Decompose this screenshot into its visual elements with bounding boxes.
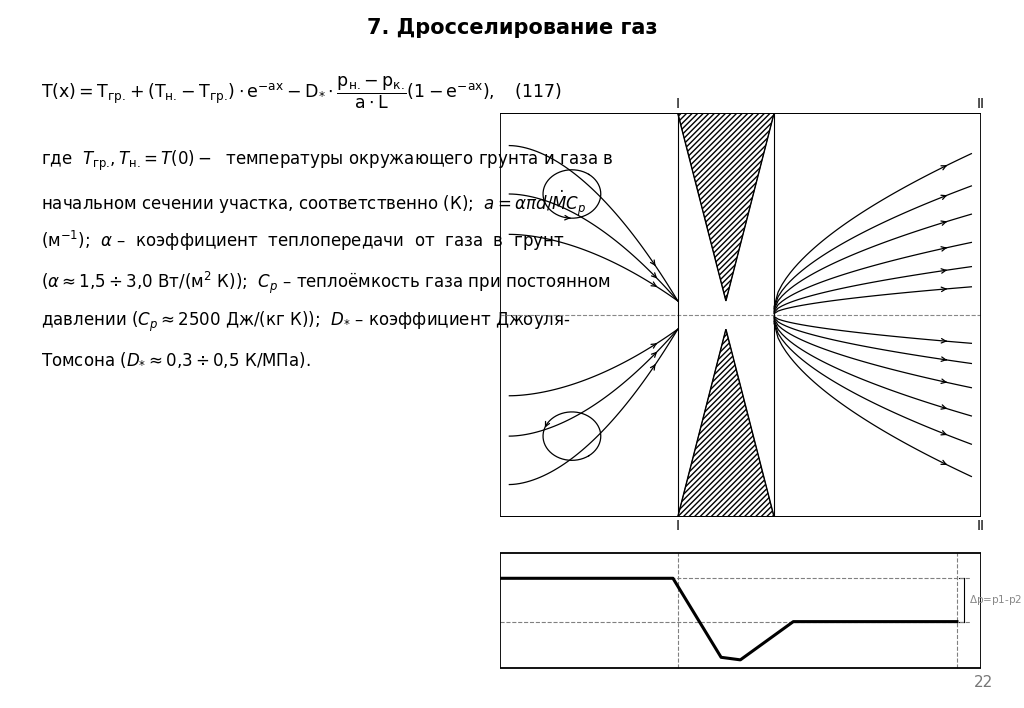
Text: 22: 22: [974, 675, 993, 690]
Text: 7. Дросселирование газ: 7. Дросселирование газ: [367, 18, 657, 38]
Text: давлении $(C_{p} \approx 2500\ \text{Дж/(кг К)})$;  $D_{*}$ – коэффициент Джоуля: давлении $(C_{p} \approx 2500\ \text{Дж/…: [41, 310, 570, 334]
Polygon shape: [678, 113, 774, 301]
Text: Томсона $(D_{*} \approx 0{,}3 \div 0{,}5\ \text{К/МПа})$.: Томсона $(D_{*} \approx 0{,}3 \div 0{,}5…: [41, 350, 310, 370]
Text: начальном сечении участка, соответственно (К);  $a = \alpha\pi d/\dot{M}C_{p}$: начальном сечении участка, соответственн…: [41, 189, 587, 218]
Text: $(\alpha \approx 1{,}5 \div 3{,}0\ \text{Вт/(м}^{2}\ \text{К)})$;  $C_{p}$ – теп: $(\alpha \approx 1{,}5 \div 3{,}0\ \text…: [41, 270, 610, 296]
Text: $(\text{м}^{-1})$;  $\alpha$ –  коэффициент  теплопередачи  от  газа  в  грунт: $(\text{м}^{-1})$; $\alpha$ – коэффициен…: [41, 229, 564, 253]
Text: I: I: [676, 519, 680, 533]
Text: $\Delta$p=p1-p2: $\Delta$p=p1-p2: [969, 593, 1022, 607]
Text: I: I: [676, 97, 680, 111]
Text: II: II: [977, 97, 985, 111]
Text: где  $T_{\text{гр.}},T_{\text{н.}} = T(0) -$  температуры окружающего грунта и г: где $T_{\text{гр.}},T_{\text{н.}} = T(0)…: [41, 149, 613, 173]
Text: $\mathrm{T(x) = T_{\text{гр.}} + (T_{\text{н.}} - T_{\text{гр.}}) \cdot e^{-ax} : $\mathrm{T(x) = T_{\text{гр.}} + (T_{\te…: [41, 74, 562, 110]
Text: II: II: [977, 519, 985, 533]
Polygon shape: [678, 329, 774, 517]
